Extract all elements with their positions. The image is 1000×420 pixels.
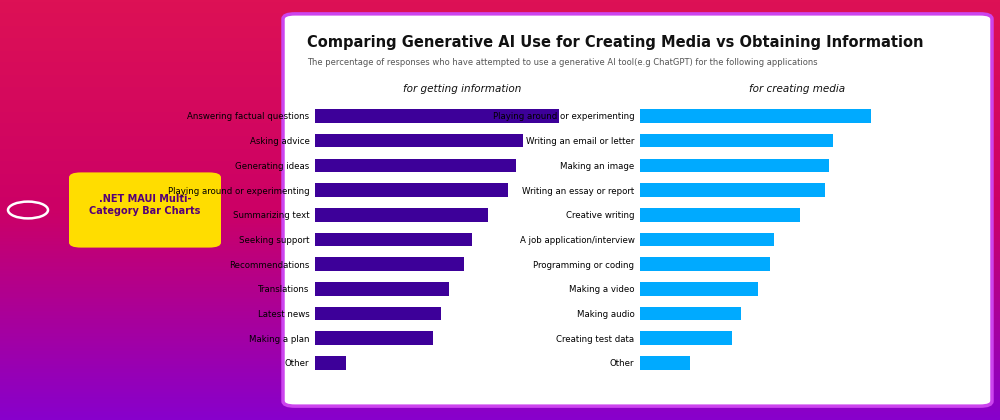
- Bar: [315, 233, 472, 246]
- Bar: [640, 233, 774, 246]
- Bar: [640, 307, 741, 320]
- Bar: [640, 356, 690, 370]
- Bar: [315, 109, 559, 123]
- Bar: [315, 257, 464, 271]
- FancyBboxPatch shape: [69, 172, 221, 247]
- Title: for getting information: for getting information: [403, 84, 522, 94]
- Text: Comparing Generative AI Use for Creating Media vs Obtaining Information: Comparing Generative AI Use for Creating…: [307, 34, 924, 50]
- Bar: [640, 109, 871, 123]
- Bar: [640, 282, 758, 296]
- Bar: [315, 331, 433, 345]
- Bar: [640, 159, 829, 172]
- Bar: [315, 134, 523, 147]
- Text: The percentage of responses who have attempted to use a generative AI tool(e.g C: The percentage of responses who have att…: [307, 58, 818, 68]
- Bar: [315, 159, 516, 172]
- Bar: [315, 183, 508, 197]
- Title: for creating media: for creating media: [749, 84, 846, 94]
- Bar: [640, 183, 825, 197]
- Text: .NET MAUI Multi-
Category Bar Charts: .NET MAUI Multi- Category Bar Charts: [89, 194, 201, 216]
- Bar: [315, 208, 488, 221]
- Bar: [315, 307, 441, 320]
- Bar: [640, 331, 732, 345]
- Bar: [640, 134, 833, 147]
- Bar: [315, 356, 346, 370]
- Bar: [640, 257, 770, 271]
- Bar: [640, 208, 800, 221]
- Bar: [315, 282, 449, 296]
- FancyBboxPatch shape: [283, 14, 992, 406]
